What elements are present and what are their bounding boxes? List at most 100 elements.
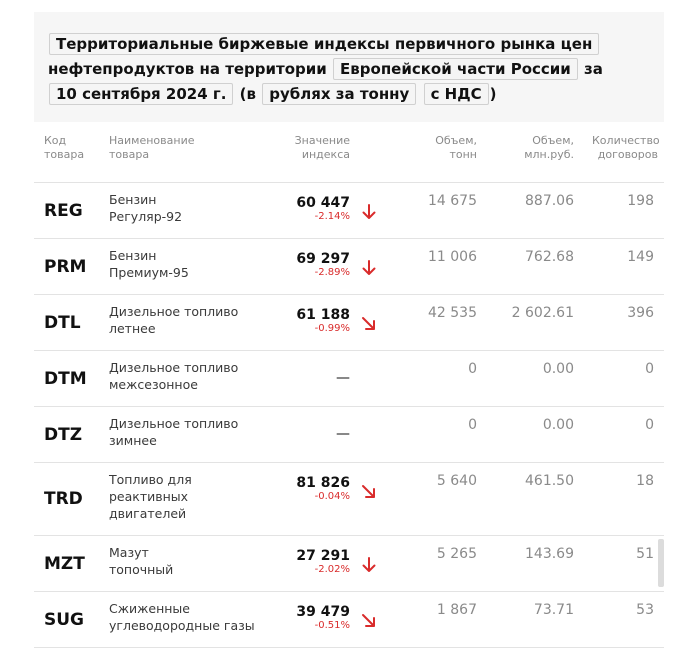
col-header-contracts-line2: договоров bbox=[597, 148, 658, 161]
product-name-line: топочный bbox=[109, 562, 174, 577]
product-name: Дизельное топливо зимнее bbox=[109, 415, 259, 449]
volume-rub: 0.00 bbox=[542, 361, 574, 377]
title-unit: рублях за тонну bbox=[262, 83, 417, 105]
volume-rub: 2 602.61 bbox=[511, 305, 574, 321]
volume-tons: 11 006 bbox=[428, 249, 477, 265]
volume-tons: 14 675 bbox=[428, 193, 477, 209]
product-name-line: летнее bbox=[109, 321, 156, 336]
table-row: DTM Дизельное топливо межсезонное — 0 0.00 0 bbox=[34, 350, 664, 406]
product-name-line: Мазут bbox=[109, 545, 149, 560]
index-value: 61 188 bbox=[296, 307, 350, 323]
product-name: Бензин Премиум-95 bbox=[109, 247, 259, 281]
product-name-line: Сжиженные bbox=[109, 601, 190, 616]
col-header-volume-rub: Объем, млн.руб. bbox=[502, 134, 574, 162]
table-row: TRD Топливо для реактивных двигателей 81 826… bbox=[34, 462, 664, 535]
product-code: PRM bbox=[44, 257, 87, 277]
scrollbar[interactable] bbox=[658, 539, 664, 587]
volume-rub: 143.69 bbox=[525, 546, 574, 562]
table-row: DTZ Дизельное топливо зимнее — 0 0.00 0 bbox=[34, 406, 664, 462]
table-row: MZT Мазут топочный 27 291 -2.02% 5 265 143.69 5… bbox=[34, 535, 664, 591]
product-name-line: Топливо для bbox=[109, 472, 192, 487]
product-name: Сжиженные углеводородные газы bbox=[109, 600, 259, 634]
index-value: 69 297 bbox=[296, 251, 350, 267]
product-name-line: Дизельное топливо bbox=[109, 360, 239, 375]
col-header-volume-rub-line2: млн.руб. bbox=[524, 148, 574, 161]
product-name: Дизельное топливо межсезонное bbox=[109, 359, 259, 393]
arrow-down-right-icon bbox=[360, 483, 378, 501]
col-header-volume-line1: Объем, bbox=[435, 134, 477, 147]
index-change: -0.99% bbox=[314, 323, 350, 334]
col-header-value: Значение индекса bbox=[284, 134, 350, 162]
product-code: SUG bbox=[44, 610, 85, 630]
product-name: Топливо для реактивных двигателей bbox=[109, 471, 259, 522]
product-name-line: Регуляр-92 bbox=[109, 209, 183, 224]
index-change: -0.04% bbox=[314, 491, 350, 502]
product-name-line: углеводородные газы bbox=[109, 618, 255, 633]
contracts-count: 149 bbox=[627, 249, 654, 265]
product-name-line: Премиум-95 bbox=[109, 265, 189, 280]
index-value: 60 447 bbox=[296, 195, 350, 211]
volume-tons: 42 535 bbox=[428, 305, 477, 321]
table-title: Территориальные биржевые индексы первичн… bbox=[48, 32, 648, 107]
title-part1: Территориальные биржевые индексы первичн… bbox=[49, 33, 600, 55]
table-body: REG Бензин Регуляр-92 60 447 -2.14% 14 675 887… bbox=[34, 182, 664, 648]
index-change: -2.89% bbox=[314, 267, 350, 278]
product-name-line: реактивных bbox=[109, 489, 189, 504]
volume-rub: 887.06 bbox=[525, 193, 574, 209]
volume-rub: 461.50 bbox=[525, 473, 574, 489]
table-header: Код товара Наименование товара Значение … bbox=[34, 130, 664, 182]
product-code: DTL bbox=[44, 313, 81, 333]
contracts-count: 0 bbox=[645, 417, 654, 433]
product-name-line: Дизельное топливо bbox=[109, 304, 239, 319]
index-change: -2.14% bbox=[314, 211, 350, 222]
volume-tons: 5 640 bbox=[436, 473, 477, 489]
product-name-line: Бензин bbox=[109, 248, 157, 263]
arrow-down-icon bbox=[360, 203, 378, 221]
title-date: 10 сентября 2024 г. bbox=[49, 83, 234, 105]
contracts-count: 198 bbox=[627, 193, 654, 209]
index-value-empty: — bbox=[336, 370, 350, 386]
title-za: за bbox=[584, 60, 603, 78]
arrow-down-right-icon bbox=[360, 612, 378, 630]
product-name-line: межсезонное bbox=[109, 377, 198, 392]
col-header-name: Наименование товара bbox=[109, 134, 229, 162]
col-header-name-line2: товара bbox=[109, 148, 150, 161]
product-code: DTZ bbox=[44, 425, 83, 445]
product-code: TRD bbox=[44, 489, 83, 509]
product-code: DTM bbox=[44, 369, 87, 389]
col-header-volume-line2: тонн bbox=[449, 148, 477, 161]
product-name-line: двигателей bbox=[109, 506, 187, 521]
volume-tons: 5 265 bbox=[436, 546, 477, 562]
col-header-value-line1: Значение bbox=[294, 134, 350, 147]
contracts-count: 53 bbox=[636, 602, 654, 618]
product-name: Мазут топочный bbox=[109, 544, 259, 578]
col-header-code-line1: Код bbox=[44, 134, 67, 147]
product-name-line: Дизельное топливо bbox=[109, 416, 239, 431]
col-header-contracts: Количество договоров bbox=[592, 134, 660, 162]
title-part2: нефтепродуктов на территории bbox=[48, 60, 327, 78]
table-row: REG Бензин Регуляр-92 60 447 -2.14% 14 675 887… bbox=[34, 182, 664, 238]
volume-tons: 0 bbox=[468, 361, 477, 377]
product-code: REG bbox=[44, 201, 83, 221]
product-code: MZT bbox=[44, 554, 85, 574]
volume-rub: 73.71 bbox=[533, 602, 574, 618]
table-row: PRM Бензин Премиум-95 69 297 -2.89% 11 006 762… bbox=[34, 238, 664, 294]
volume-tons: 1 867 bbox=[436, 602, 477, 618]
index-value: 39 479 bbox=[296, 604, 350, 620]
col-header-volume: Объем, тонн bbox=[414, 134, 477, 162]
col-header-code-line2: товара bbox=[44, 148, 85, 161]
table-row: SUG Сжиженные углеводородные газы 39 479 -0.… bbox=[34, 591, 664, 648]
col-header-code: Код товара bbox=[44, 134, 104, 162]
volume-tons: 0 bbox=[468, 417, 477, 433]
title-open-paren: (в bbox=[239, 85, 257, 103]
index-value: 81 826 bbox=[296, 475, 350, 491]
product-name-line: Бензин bbox=[109, 192, 157, 207]
product-name: Дизельное топливо летнее bbox=[109, 303, 259, 337]
title-region: Европейской части России bbox=[333, 58, 578, 80]
col-header-value-line2: индекса bbox=[301, 148, 350, 161]
contracts-count: 51 bbox=[636, 546, 654, 562]
title-vat: с НДС bbox=[423, 83, 489, 105]
index-value-empty: — bbox=[336, 426, 350, 442]
col-header-contracts-line1: Количество bbox=[592, 134, 660, 147]
contracts-count: 396 bbox=[627, 305, 654, 321]
